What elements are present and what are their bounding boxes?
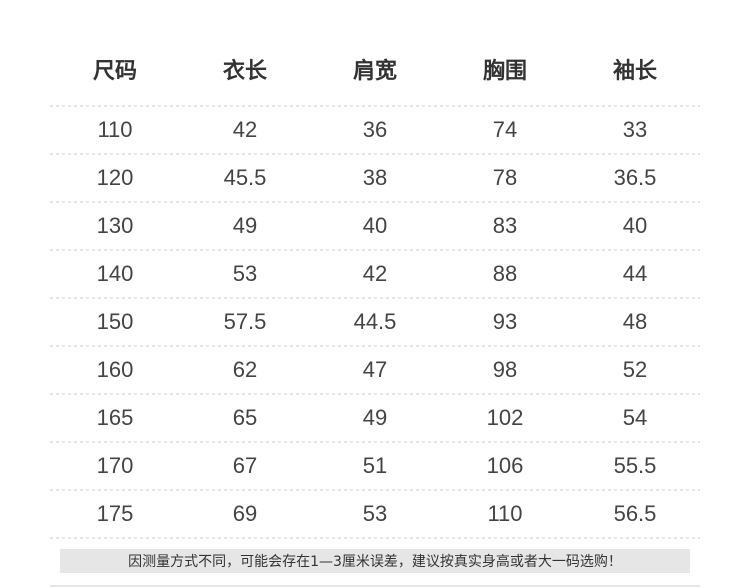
header-cell: 尺码 xyxy=(93,59,137,84)
table-cell: 65 xyxy=(233,405,257,430)
table-cell: 51 xyxy=(363,453,387,478)
header-cell: 胸围 xyxy=(483,58,527,84)
table-cell: 120 xyxy=(97,165,134,190)
table-cell: 44 xyxy=(623,261,647,286)
table-cell: 54 xyxy=(623,405,647,430)
table-cell: 110 xyxy=(97,117,132,142)
table-cell: 45.5 xyxy=(224,165,267,190)
table-cell: 160 xyxy=(97,357,134,382)
header-cell: 衣长 xyxy=(223,58,268,84)
table-cell: 44.5 xyxy=(354,309,397,334)
table-cell: 98 xyxy=(493,357,517,382)
table-cell: 140 xyxy=(97,261,134,286)
table-cell: 48 xyxy=(623,309,647,334)
table-cell: 40 xyxy=(623,213,647,238)
table-cell: 106 xyxy=(487,453,524,478)
table-cell: 38 xyxy=(363,165,387,190)
table-cell: 165 xyxy=(97,405,134,430)
table-cell: 40 xyxy=(363,213,387,238)
table-cell: 49 xyxy=(363,405,387,430)
table-cell: 150 xyxy=(97,309,134,334)
table-cell: 55.5 xyxy=(614,453,657,478)
table-cell: 33 xyxy=(623,117,647,142)
table-cell: 88 xyxy=(493,261,517,286)
note: 因测量方式不同，可能会存在1—3厘米误差，建议按真实身高或者大一码选购！ xyxy=(128,553,622,570)
table-cell: 102 xyxy=(487,405,524,430)
header-cell: 肩宽 xyxy=(353,58,397,84)
table-cell: 67 xyxy=(233,453,257,478)
table-cell: 83 xyxy=(493,213,517,238)
table-cell: 42 xyxy=(233,117,257,142)
table-cell: 110 xyxy=(487,501,522,526)
table-cell: 69 xyxy=(233,501,257,526)
table-cell: 36 xyxy=(363,117,387,142)
table-cell: 57.5 xyxy=(224,309,267,334)
table-cell: 53 xyxy=(233,261,257,286)
table-cell: 36.5 xyxy=(614,165,657,190)
table-cell: 74 xyxy=(493,117,517,142)
table-cell: 53 xyxy=(363,501,387,526)
table-cell: 175 xyxy=(97,501,134,526)
note-background xyxy=(60,549,690,573)
table-cell: 47 xyxy=(363,357,387,382)
table-cell: 62 xyxy=(233,357,257,382)
table-cell: 93 xyxy=(493,309,517,334)
table-cell: 130 xyxy=(97,213,134,238)
header-cell: 袖长 xyxy=(613,58,658,84)
table-cell: 49 xyxy=(233,213,257,238)
table-cell: 170 xyxy=(97,453,134,478)
table-cell: 56.5 xyxy=(614,501,657,526)
table-cell: 42 xyxy=(363,261,387,286)
table-cell: 78 xyxy=(493,165,517,190)
table-cell: 52 xyxy=(623,357,647,382)
